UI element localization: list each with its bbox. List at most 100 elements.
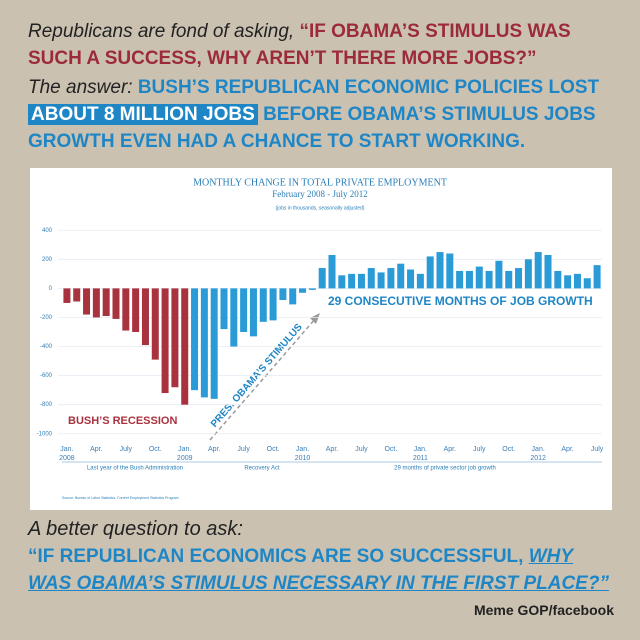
y-tick-label: 0 bbox=[49, 286, 53, 292]
bar bbox=[63, 288, 71, 303]
bar bbox=[230, 288, 238, 347]
y-tick-label: 400 bbox=[42, 228, 53, 234]
chart-subtitle: February 2008 - July 2012 bbox=[272, 189, 368, 199]
bar bbox=[367, 268, 375, 289]
annotation: BUSH’S RECESSION bbox=[68, 415, 177, 427]
bar bbox=[593, 265, 601, 289]
credit: Meme GOP/facebook bbox=[473, 602, 614, 618]
bar bbox=[318, 268, 326, 289]
quote-a: “IF REPUBLICAN ECONOMICS ARE SO SUCCESSF… bbox=[28, 546, 524, 567]
bar bbox=[554, 270, 562, 289]
bar bbox=[92, 288, 100, 318]
arrow-head bbox=[310, 313, 320, 324]
x-tick-label: Apr. bbox=[207, 446, 221, 453]
footer-quote: “IF REPUBLICAN ECONOMICS ARE SO SUCCESSF… bbox=[28, 543, 618, 597]
x-tick-label: Jan. 2009 bbox=[176, 446, 193, 462]
bar bbox=[151, 288, 159, 360]
bar bbox=[338, 275, 346, 289]
bar bbox=[495, 260, 503, 289]
bar bbox=[73, 288, 81, 302]
x-tick-label: July bbox=[590, 446, 604, 453]
bar bbox=[564, 275, 572, 289]
bar bbox=[191, 288, 199, 391]
bar bbox=[240, 288, 248, 332]
arrow bbox=[209, 317, 317, 441]
bar bbox=[436, 252, 444, 289]
x-tick-label: Oct. bbox=[384, 446, 398, 453]
intro: Republicans are fond of asking, bbox=[28, 21, 295, 42]
bar bbox=[348, 273, 356, 289]
bar bbox=[515, 268, 523, 289]
bar bbox=[200, 288, 208, 398]
bar bbox=[377, 272, 385, 289]
y-tick-label: -400 bbox=[40, 344, 53, 350]
x-tick-label: July bbox=[237, 446, 250, 453]
x-tick-label: Jan. 2012 bbox=[530, 446, 546, 462]
bar bbox=[387, 268, 395, 289]
bar bbox=[505, 270, 513, 289]
bar bbox=[426, 256, 434, 289]
bar bbox=[249, 288, 257, 337]
header: Republicans are fond of asking, “IF OBAM… bbox=[28, 18, 618, 72]
answer-text: BUSH’S REPUBLICAN ECONOMIC POLICIES LOST bbox=[137, 77, 600, 98]
x-tick-label: Oct. bbox=[266, 446, 280, 453]
bar bbox=[407, 269, 415, 289]
x-tick-label: Apr. bbox=[443, 446, 457, 453]
bar bbox=[289, 288, 297, 305]
bar bbox=[259, 288, 267, 322]
y-tick-label: -600 bbox=[40, 373, 53, 379]
x-tick-label: Oct. bbox=[148, 446, 162, 453]
bar bbox=[465, 270, 473, 289]
bar bbox=[112, 288, 120, 319]
question: A better question to ask: bbox=[28, 518, 243, 540]
bar bbox=[122, 288, 130, 331]
bar bbox=[279, 288, 287, 301]
bar bbox=[269, 288, 277, 321]
bar bbox=[102, 288, 110, 317]
bar bbox=[171, 288, 179, 388]
bar bbox=[397, 263, 405, 289]
x-tick-label: Apr. bbox=[90, 446, 103, 453]
answer-text: BEFORE OBAMA’S STIMULUS JOBS GROWTH EVEN… bbox=[28, 104, 596, 152]
bar bbox=[83, 288, 91, 315]
chart: MONTHLY CHANGE IN TOTAL PRIVATE EMPLOYME… bbox=[37, 177, 602, 500]
annotation: 29 CONSECUTIVE MONTHS OF JOB GROWTH bbox=[328, 294, 593, 308]
period-label: 29 months of private sector job growth bbox=[394, 466, 496, 472]
bar bbox=[475, 266, 483, 289]
intro: The answer: bbox=[28, 77, 133, 98]
answer: The answer: BUSH’S REPUBLICAN ECONOMIC P… bbox=[28, 74, 618, 155]
bar bbox=[485, 270, 493, 289]
bar bbox=[524, 259, 532, 289]
chart-note: (jobs in thousands, seasonally adjusted) bbox=[276, 205, 365, 211]
chart-title: MONTHLY CHANGE IN TOTAL PRIVATE EMPLOYME… bbox=[193, 177, 447, 188]
chart-panel: MONTHLY CHANGE IN TOTAL PRIVATE EMPLOYME… bbox=[30, 168, 612, 510]
highlight: ABOUT 8 MILLION JOBS bbox=[28, 104, 258, 125]
x-tick-label: July bbox=[119, 446, 133, 453]
bar bbox=[308, 288, 316, 290]
bar bbox=[416, 273, 424, 289]
bar bbox=[161, 288, 169, 394]
bar bbox=[210, 288, 218, 399]
bar bbox=[299, 288, 307, 293]
bar bbox=[328, 254, 336, 289]
bar bbox=[534, 252, 542, 289]
x-tick-label: Apr. bbox=[561, 446, 574, 453]
x-tick-label: July bbox=[473, 446, 486, 453]
quote: “IF OBAMA’S STIMULUS WAS SUCH A SUCCESS,… bbox=[28, 21, 571, 69]
bar bbox=[141, 288, 149, 346]
x-tick-label: Apr. bbox=[325, 446, 339, 453]
y-tick-label: -200 bbox=[40, 315, 53, 321]
period-label: Last year of the Bush Administration bbox=[87, 466, 183, 472]
x-tick-label: Jan. 2008 bbox=[59, 446, 75, 462]
bar bbox=[573, 273, 581, 289]
x-tick-label: Jan. 2010 bbox=[294, 446, 311, 462]
y-tick-label: -800 bbox=[40, 402, 53, 408]
bar bbox=[446, 253, 454, 289]
bar bbox=[357, 273, 365, 289]
y-tick-label: 200 bbox=[42, 257, 53, 263]
x-tick-label: Oct. bbox=[502, 446, 516, 453]
bar bbox=[181, 288, 189, 405]
bar bbox=[583, 278, 591, 289]
bar bbox=[220, 288, 228, 330]
